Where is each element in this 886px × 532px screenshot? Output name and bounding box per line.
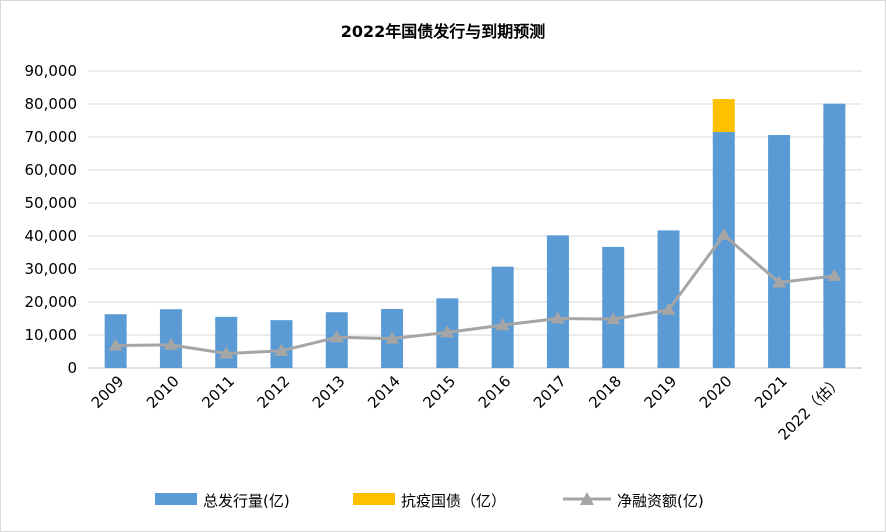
net-financing-marker bbox=[606, 312, 621, 325]
legend-label-issuance: 总发行量(亿) bbox=[203, 492, 290, 510]
y-tick-label: 80,000 bbox=[25, 95, 78, 113]
net-financing-line bbox=[115, 233, 835, 355]
net-financing-marker bbox=[495, 318, 510, 331]
legend-marker-netfinancing bbox=[580, 492, 594, 505]
legend-swatch-antiepidemic bbox=[353, 493, 395, 505]
x-tick-label: 2019 bbox=[641, 372, 681, 412]
x-axis: 2009 2010 2011 2012 2013 2014 2015 2016 2017 2018… bbox=[88, 372, 846, 444]
y-tick-label: 90,000 bbox=[25, 62, 78, 80]
y-tick-label: 10,000 bbox=[25, 326, 78, 344]
net-financing-marker bbox=[108, 338, 123, 351]
bar-total-issuance bbox=[823, 103, 846, 369]
net-financing-marker bbox=[550, 311, 565, 324]
net-financing-marker bbox=[772, 275, 787, 288]
y-tick-label: 30,000 bbox=[25, 260, 78, 278]
net-financing-marker bbox=[274, 343, 289, 356]
y-tick-label: 60,000 bbox=[25, 161, 78, 179]
bar-total-issuance bbox=[215, 316, 238, 368]
net-financing-marker bbox=[827, 268, 842, 281]
x-tick-label: 2013 bbox=[309, 372, 349, 412]
x-tick-label: 2016 bbox=[475, 372, 515, 412]
bar-total-issuance bbox=[768, 135, 791, 368]
net-financing-marker bbox=[440, 325, 455, 338]
net-financing-marker bbox=[716, 228, 731, 241]
bar-antiepidemic bbox=[712, 99, 735, 133]
y-tick-label: 50,000 bbox=[25, 194, 78, 212]
legend-swatch-issuance bbox=[155, 493, 197, 505]
bar-total-issuance bbox=[491, 266, 514, 368]
bar-total-issuance bbox=[712, 132, 735, 368]
net-financing-marker bbox=[385, 331, 400, 344]
net-financing-marker bbox=[163, 337, 178, 350]
y-tick-label: 0 bbox=[67, 359, 77, 377]
net-financing-marker bbox=[329, 330, 344, 343]
y-axis: 0 10,000 20,000 30,000 40,000 50,000 60,000 70,… bbox=[25, 62, 78, 377]
x-tick-label: 2020 bbox=[696, 372, 736, 412]
x-tick-label: 2010 bbox=[143, 372, 183, 412]
legend: 总发行量(亿) 抗疫国债（亿） 净融资额(亿) bbox=[155, 492, 704, 510]
bar-total-issuance bbox=[546, 235, 569, 368]
bar-total-issuance bbox=[602, 246, 625, 368]
legend-label-antiepidemic: 抗疫国债（亿） bbox=[401, 492, 506, 510]
x-tick-label: 2014 bbox=[364, 372, 404, 412]
x-tick-label: 2012 bbox=[254, 372, 294, 412]
gridlines bbox=[88, 70, 862, 369]
chart-title: 2022年国债发行与到期预测 bbox=[341, 22, 546, 41]
net-financing-marker bbox=[219, 346, 234, 359]
x-tick-label: 2011 bbox=[198, 372, 238, 412]
y-tick-label: 40,000 bbox=[25, 227, 78, 245]
x-tick-label: 2021 bbox=[751, 372, 791, 412]
y-tick-label: 70,000 bbox=[25, 128, 78, 146]
x-tick-label: 2017 bbox=[530, 372, 570, 412]
bar-total-issuance bbox=[657, 230, 680, 368]
x-tick-label: 2009 bbox=[88, 372, 128, 412]
x-tick-label: 2015 bbox=[419, 372, 459, 412]
y-tick-label: 20,000 bbox=[25, 293, 78, 311]
line-series bbox=[108, 228, 842, 359]
net-financing-marker bbox=[661, 302, 676, 315]
legend-label-netfinancing: 净融资额(亿) bbox=[617, 492, 704, 510]
x-tick-label: 2018 bbox=[585, 372, 625, 412]
